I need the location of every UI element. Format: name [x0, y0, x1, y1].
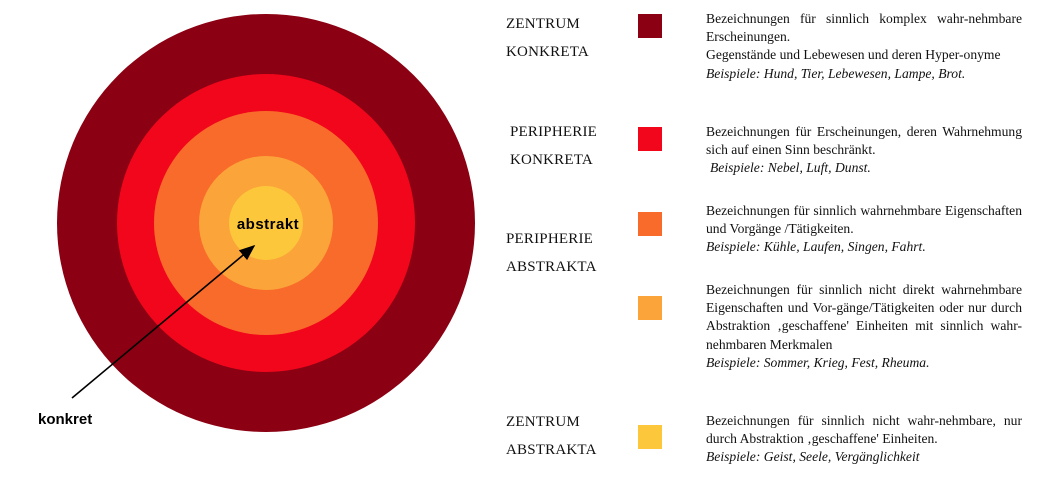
ring-zentrum-abstrakta: [229, 186, 303, 260]
examples-text: Beispiele: Kühle, Laufen, Singen, Fahrt.: [706, 239, 926, 255]
swatch-peripherie-abstrakta: [638, 212, 662, 236]
swatch-zentrum-konkreta: [638, 14, 662, 38]
description-abstrakta-merkmale: Bezeichnungen für sinnlich nicht direkt …: [706, 281, 1022, 372]
category-line: PERIPHERIE: [506, 231, 594, 247]
description-text: Gegenstände und Lebewesen und deren Hype…: [706, 47, 1001, 63]
description-text: Bezeichnungen für sinnlich wahrnehmbare …: [706, 203, 1022, 237]
description-text: Bezeichnungen für sinnlich nicht wahr-ne…: [706, 413, 1022, 447]
outer-label: konkret: [38, 411, 92, 428]
category-zentrum-abstrakta: ZENTRUM ABSTRAKTA: [506, 408, 597, 464]
description-text: Bezeichnungen für sinnlich komplex wahr-…: [706, 11, 1022, 45]
swatch-zentrum-abstrakta: [638, 425, 662, 449]
swatch-peripherie-konkreta: [638, 127, 662, 151]
description-peripherie-konkreta: Bezeichnungen für Erscheinungen, deren W…: [706, 123, 1022, 178]
description-zentrum-abstrakta: Bezeichnungen für sinnlich nicht wahr-ne…: [706, 412, 1022, 467]
category-line: ABSTRAKTA: [506, 259, 597, 275]
arrow: [71, 244, 256, 399]
category-line: ZENTRUM: [506, 16, 580, 32]
category-line: KONKRETA: [506, 44, 589, 60]
examples-text: Beispiele: Hund, Tier, Lebewesen, Lampe,…: [706, 65, 966, 81]
center-label: abstrakt: [237, 216, 299, 233]
category-line: ABSTRAKTA: [506, 442, 597, 458]
description-text: Bezeichnungen für Erscheinungen, deren W…: [706, 124, 1022, 158]
category-peripherie-konkreta: PERIPHERIE KONKRETA: [510, 118, 597, 174]
concentric-diagram: abstrakt konkret: [38, 14, 475, 432]
examples-text: Beispiele: Geist, Seele, Vergänglichkeit: [706, 449, 920, 465]
category-line: ZENTRUM: [506, 414, 580, 430]
category-zentrum-konkreta: ZENTRUM KONKRETA: [506, 10, 589, 66]
swatch-abstrakta-merkmale: [638, 296, 662, 320]
category-peripherie-abstrakta: PERIPHERIE ABSTRAKTA: [506, 225, 597, 281]
category-line: PERIPHERIE: [510, 124, 598, 140]
description-text: Bezeichnungen für sinnlich nicht direkt …: [706, 282, 1022, 352]
examples-text: Beispiele: Nebel, Luft, Dunst.: [710, 160, 871, 176]
description-peripherie-abstrakta: Bezeichnungen für sinnlich wahrnehmbare …: [706, 202, 1022, 257]
examples-text: Beispiele: Sommer, Krieg, Fest, Rheuma.: [706, 354, 930, 370]
category-line: KONKRETA: [510, 152, 593, 168]
description-zentrum-konkreta: Bezeichnungen für sinnlich komplex wahr-…: [706, 10, 1022, 83]
